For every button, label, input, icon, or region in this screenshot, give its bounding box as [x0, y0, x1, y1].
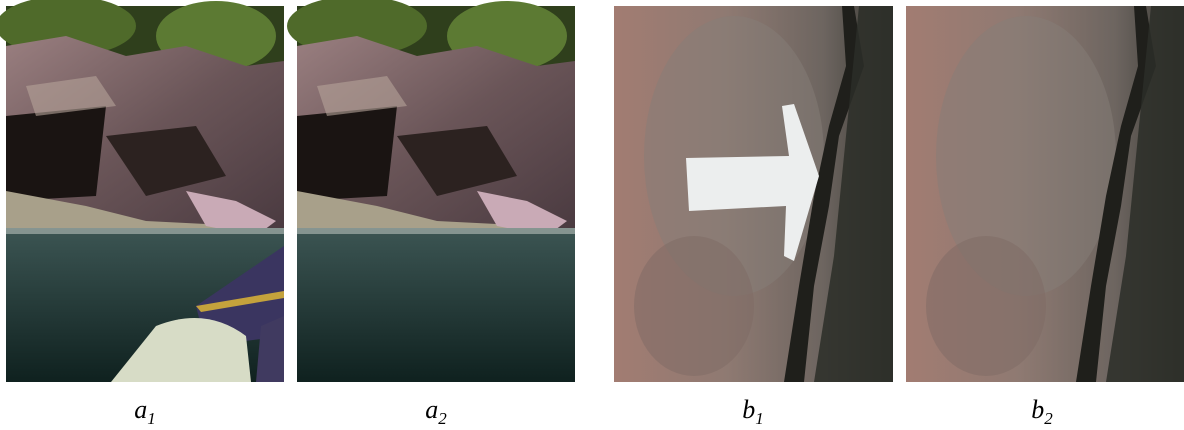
image-a2 — [287, 0, 575, 382]
caption-subscript: 1 — [755, 409, 764, 428]
caption: b1 — [742, 395, 764, 428]
caption-letter: a — [425, 395, 438, 424]
image-b1 — [614, 6, 893, 382]
image-a1 — [0, 0, 284, 382]
caption: a2 — [425, 395, 447, 428]
image-b2 — [906, 6, 1184, 382]
caption-subscript: 2 — [438, 409, 447, 428]
caption: a1 — [134, 395, 156, 428]
caption-letter: a — [134, 395, 147, 424]
caption-subscript: 2 — [1044, 409, 1053, 428]
caption-letter: b — [742, 395, 755, 424]
caption: b2 — [1031, 395, 1053, 428]
caption-letter: b — [1031, 395, 1044, 424]
caption-subscript: 1 — [147, 409, 156, 428]
